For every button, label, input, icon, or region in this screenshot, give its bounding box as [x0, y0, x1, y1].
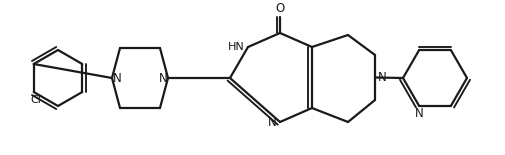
Text: N: N — [267, 117, 276, 129]
Text: HN: HN — [227, 42, 244, 52]
Text: N: N — [414, 107, 423, 120]
Text: N: N — [158, 71, 167, 84]
Text: O: O — [275, 2, 284, 16]
Text: N: N — [113, 71, 121, 84]
Text: N: N — [377, 71, 386, 84]
Text: Cl: Cl — [30, 95, 41, 105]
